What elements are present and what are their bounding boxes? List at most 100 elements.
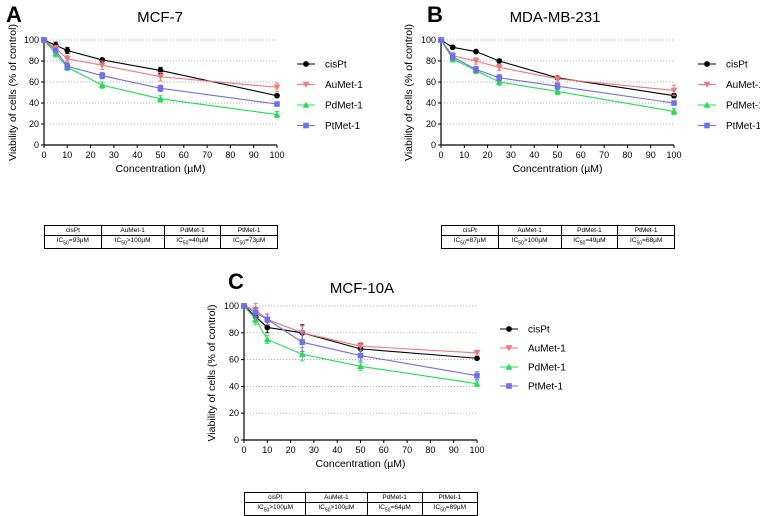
data-point [273,84,281,91]
x-tick-label: 60 [379,445,389,455]
data-point [98,81,106,88]
ic50-table-b: cisPt AuMet-1 PdMet-1 PtMet-1 IC50=87µM … [441,225,675,250]
data-point [264,316,271,323]
y-tick-label: 0 [234,435,239,445]
x-tick-label: 50 [552,150,562,160]
series-aumet-1 [40,37,281,92]
x-tick-label: 90 [449,445,459,455]
legend-label: cisPt [726,60,748,71]
x-tick-label: 100 [666,150,681,160]
legend-entry: cisPt [297,60,347,71]
panel-letter: B [427,2,443,27]
x-tick-label: 100 [269,150,284,160]
table-header-cell: AuMet-1 [100,225,165,236]
legend-marker [703,101,711,108]
data-point [473,66,479,73]
y-tick-label: 60 [426,77,436,87]
chart-title: MDA-MB-231 [510,9,601,26]
legend-marker [302,81,310,88]
data-point [41,37,47,43]
table-value-cell: IC50=68µM [617,234,675,250]
data-point [252,309,259,316]
data-point [299,339,306,345]
x-tick-label: 90 [249,150,259,160]
y-tick-label: 0 [431,140,436,150]
legend-label: cisPt [528,325,550,336]
y-tick-label: 100 [421,35,436,45]
x-tick-label: 70 [402,445,412,455]
y-axis-label: Viability of cells (% of control) [403,24,415,161]
table-header-cell: PdMet-1 [163,225,222,236]
legend-marker [505,363,513,370]
data-point [449,44,456,51]
data-point [671,100,677,106]
legend-marker [506,326,512,332]
x-tick-label: 60 [179,150,189,160]
legend-entry: PtMet-1 [500,382,563,393]
series-ptmet-1 [438,37,677,106]
legend-marker [704,61,710,67]
series-ptmet-1 [41,37,280,107]
legend-entry: PdMet-1 [698,101,760,112]
data-point [157,67,164,74]
data-point [241,303,247,309]
table-value-cell: IC50>100µM [100,234,165,250]
legend-marker [703,81,711,88]
y-tick-label: 100 [224,301,239,311]
data-point [63,56,71,63]
table-value-cell: IC50=87µM [441,234,499,250]
x-tick-label: 20 [483,150,493,160]
data-point [670,108,678,115]
data-point [496,75,503,81]
legend-label: PdMet-1 [528,363,566,374]
legend-label: AuMet-1 [325,80,363,91]
legend-entry: PtMet-1 [297,121,360,132]
legend-entry: cisPt [500,325,550,336]
x-tick-label: 30 [109,150,119,160]
y-tick-label: 80 [29,56,39,66]
data-point [449,54,456,60]
ic50-table-c: cisPt AuMet-1 PdMet-1 PtMet-1 IC50>100µM… [243,492,479,516]
data-point [52,50,60,57]
table-header-cell: PtMet-1 [421,492,479,503]
y-tick-label: 20 [229,408,239,418]
x-tick-label: 20 [286,445,296,455]
x-tick-label: 90 [646,150,656,160]
data-point [64,63,71,70]
data-point [263,336,271,343]
y-tick-label: 100 [24,35,39,45]
data-point [298,350,306,357]
legend-label: PtMet-1 [325,121,360,132]
data-point [357,362,364,370]
y-axis-label: Viability of cells (% of control) [7,24,19,161]
x-tick-label: 0 [438,150,443,160]
data-point [474,372,480,379]
x-tick-label: 10 [62,150,72,160]
x-tick-label: 50 [155,150,165,160]
legend-label: PtMet-1 [528,382,563,393]
legend-entry: AuMet-1 [698,80,760,91]
chart-title: MCF-7 [137,9,183,26]
ic50-table-a: cisPt AuMet-1 PdMet-1 PtMet-1 IC50=93µM … [44,225,278,250]
legend-entry: AuMet-1 [297,80,363,91]
legend-label: cisPt [325,60,347,71]
x-tick-label: 50 [355,445,365,455]
x-axis-label: Concentration (µM) [115,163,205,175]
x-tick-label: 80 [425,445,435,455]
x-tick-label: 100 [469,445,484,455]
x-tick-label: 0 [41,150,46,160]
table-header-cell: AuMet-1 [497,225,562,236]
x-axis-label: Concentration (µM) [315,458,405,470]
data-point [264,324,271,331]
table-header-cell: PtMet-1 [220,225,278,236]
y-tick-label: 20 [426,119,436,129]
legend-entry: PdMet-1 [297,101,363,112]
table-value-cell: IC50>100µM [497,234,562,250]
data-point [52,47,59,54]
legend-entry: PtMet-1 [698,121,760,132]
data-point [554,76,561,83]
legend-marker [704,122,710,129]
table-header-cell: cisPt [441,225,499,236]
table-value-cell: IC50=93µM [44,234,102,250]
